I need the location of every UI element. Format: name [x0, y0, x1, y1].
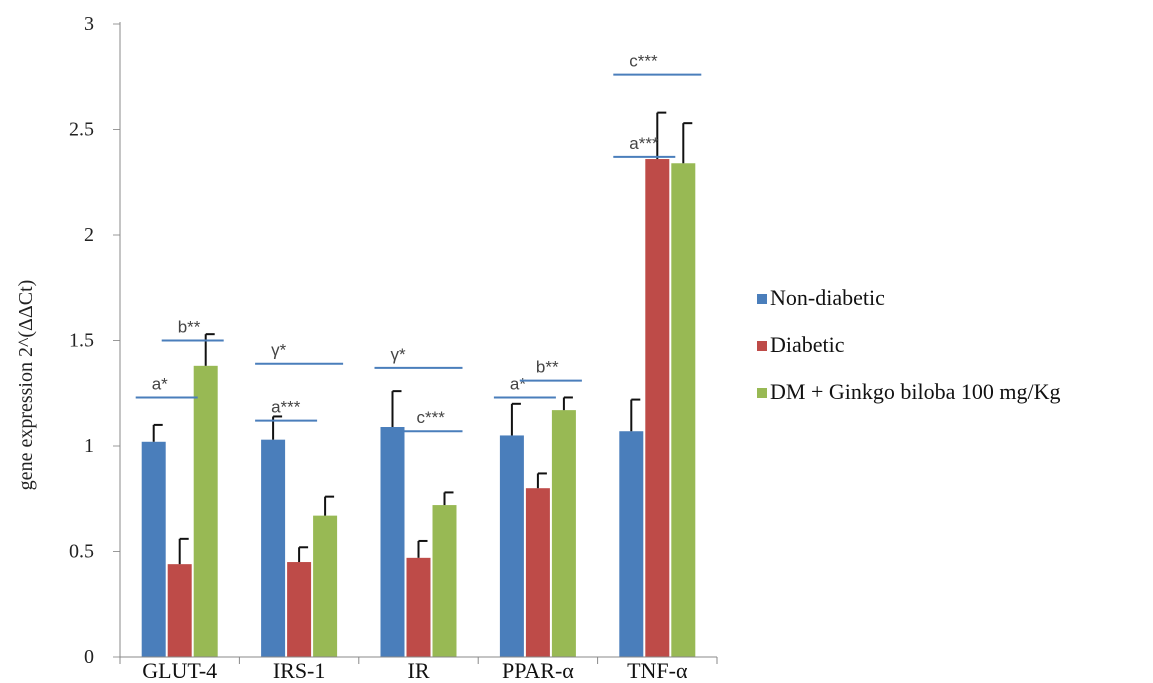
- significance-label: b**: [536, 358, 559, 377]
- significance-label: a*: [510, 374, 526, 393]
- significance-label: γ*: [391, 345, 407, 364]
- y-tick-label: 1.5: [69, 330, 94, 352]
- legend: Non-diabetic Diabetic DM + Ginkgo biloba 1…: [757, 285, 1060, 404]
- y-tick-label: 2.5: [69, 119, 94, 141]
- bar-2-4: [525, 488, 550, 657]
- bar-2-5: [645, 159, 670, 658]
- error-bars: [152, 111, 693, 565]
- bar-2-1: [167, 564, 192, 657]
- bars: [141, 159, 696, 658]
- bar-1-5: [619, 431, 644, 657]
- legend-label: Non-diabetic: [770, 285, 885, 310]
- significance-label: a***: [271, 398, 301, 417]
- legend-swatch: [757, 341, 767, 351]
- bar-3-2: [313, 515, 338, 657]
- category-label: IR: [408, 658, 430, 683]
- bar-1-4: [499, 435, 524, 657]
- significance-label: c***: [417, 408, 446, 427]
- bar-2-3: [406, 557, 431, 657]
- significance-label: c***: [629, 52, 658, 71]
- category-labels: GLUT-4 IRS-1 IR PPAR-α TNF-α: [142, 658, 688, 683]
- category-label: IRS-1: [273, 658, 326, 683]
- category-label: GLUT-4: [142, 658, 217, 683]
- bar-3-3: [432, 505, 457, 657]
- legend-label: Diabetic: [770, 332, 845, 357]
- bar-1-2: [261, 439, 286, 657]
- y-tick-label: 0.5: [69, 541, 94, 563]
- bar-1-1: [141, 441, 166, 657]
- category-label: TNF-α: [627, 658, 688, 683]
- legend-swatch: [757, 388, 767, 398]
- y-tick-label: 0: [84, 646, 94, 668]
- y-axis-ticks: 0 0.5 1 1.5 2 2.5 3: [69, 13, 120, 668]
- bar-1-3: [380, 427, 405, 657]
- y-tick-label: 3: [84, 13, 94, 35]
- bar-2-2: [287, 562, 312, 657]
- significance-annotations: a* b** γ* a*** γ* c*** a* b** c*** a***: [135, 52, 702, 433]
- y-tick-label: 1: [84, 435, 94, 457]
- axes: [119, 22, 718, 664]
- significance-label: a*: [152, 374, 168, 393]
- legend-swatch: [757, 294, 767, 304]
- y-axis-label: gene expression 2^(ΔΔCt): [15, 280, 37, 491]
- significance-label: γ*: [271, 341, 287, 360]
- legend-label: DM + Ginkgo biloba 100 mg/Kg: [770, 379, 1060, 404]
- bar-3-5: [671, 163, 696, 657]
- bar-3-1: [193, 365, 218, 657]
- significance-label: b**: [178, 318, 201, 337]
- category-label: PPAR-α: [502, 658, 574, 683]
- y-tick-label: 2: [84, 224, 94, 246]
- bar-3-4: [551, 410, 576, 657]
- significance-label: a***: [629, 134, 659, 153]
